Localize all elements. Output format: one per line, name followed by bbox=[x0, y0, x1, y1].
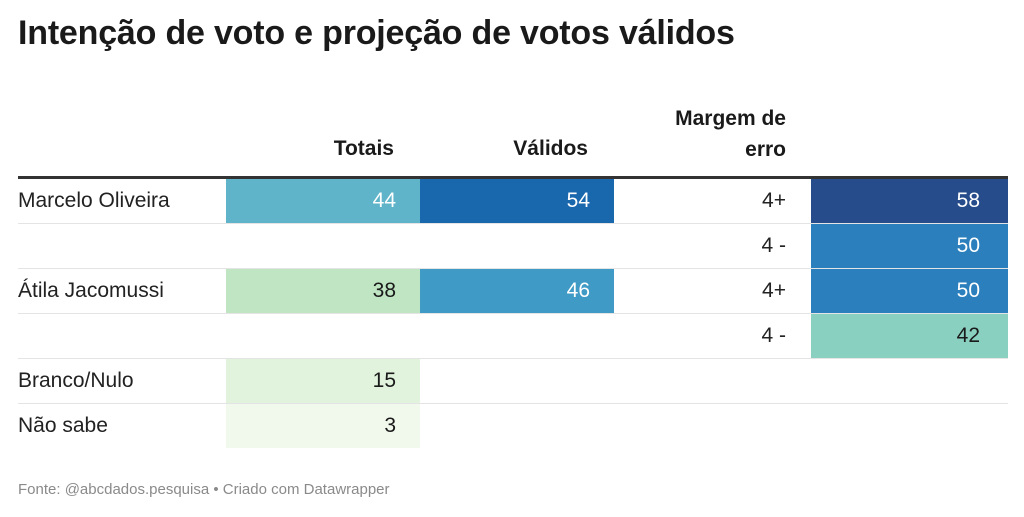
cell-validos: 54 bbox=[420, 179, 614, 223]
header-divider bbox=[18, 176, 1008, 179]
table-row: Não sabe 3 bbox=[18, 404, 1008, 448]
table-row: 4 - 42 bbox=[18, 314, 1008, 359]
data-table: Marcelo Oliveira 44 54 4+ 58 4 -50 Átila Jacom… bbox=[18, 179, 1008, 448]
source-footer: Fonte: @abcdados.pesquisa • Criado com D… bbox=[18, 481, 390, 498]
cell-totais: 44 bbox=[226, 179, 420, 223]
row-label: Não sabe bbox=[18, 414, 108, 437]
table-row: 4 - 50 bbox=[18, 224, 1008, 269]
cell-totais bbox=[226, 314, 420, 358]
table-row: Marcelo Oliveira 44 54 4+ 58 bbox=[18, 179, 1008, 224]
row-label: Marcelo Oliveira bbox=[18, 189, 170, 212]
cell-margem bbox=[614, 404, 786, 448]
cell-margem: 4+ bbox=[762, 279, 786, 302]
cell-projecao: 58 bbox=[811, 179, 1008, 223]
cell-margem: 4+ bbox=[762, 189, 786, 212]
table-row: Branco/Nulo 15 bbox=[18, 359, 1008, 404]
cell-projecao bbox=[811, 404, 1008, 448]
row-label bbox=[18, 314, 226, 358]
cell-totais: 15 bbox=[226, 359, 420, 403]
column-header-totais: Totais bbox=[333, 137, 394, 160]
cell-totais bbox=[226, 224, 420, 268]
cell-totais: 3 bbox=[226, 404, 420, 448]
cell-validos bbox=[420, 404, 614, 448]
cell-projecao bbox=[811, 359, 1008, 403]
cell-margem bbox=[614, 359, 786, 403]
cell-margem: 4 - bbox=[761, 234, 786, 257]
cell-projecao: 50 bbox=[811, 269, 1008, 313]
row-label: Branco/Nulo bbox=[18, 369, 134, 392]
column-header-margem-line1: Margem de bbox=[675, 107, 786, 130]
chart-title: Intenção de voto e projeção de votos vál… bbox=[18, 14, 735, 52]
cell-validos bbox=[420, 224, 614, 268]
cell-projecao: 42 bbox=[811, 314, 1008, 358]
cell-margem: 4 - bbox=[761, 324, 786, 347]
column-header-validos: Válidos bbox=[513, 137, 588, 160]
column-header-margem: Margem de erro bbox=[614, 103, 786, 165]
cell-validos bbox=[420, 359, 614, 403]
cell-validos bbox=[420, 314, 614, 358]
column-header-margem-line2: erro bbox=[745, 138, 786, 161]
cell-totais: 38 bbox=[226, 269, 420, 313]
cell-validos: 46 bbox=[420, 269, 614, 313]
row-label bbox=[18, 224, 226, 268]
row-label: Átila Jacomussi bbox=[18, 279, 164, 302]
table-row: Átila Jacomussi 38 46 4+ 50 bbox=[18, 269, 1008, 314]
cell-projecao: 50 bbox=[811, 224, 1008, 268]
